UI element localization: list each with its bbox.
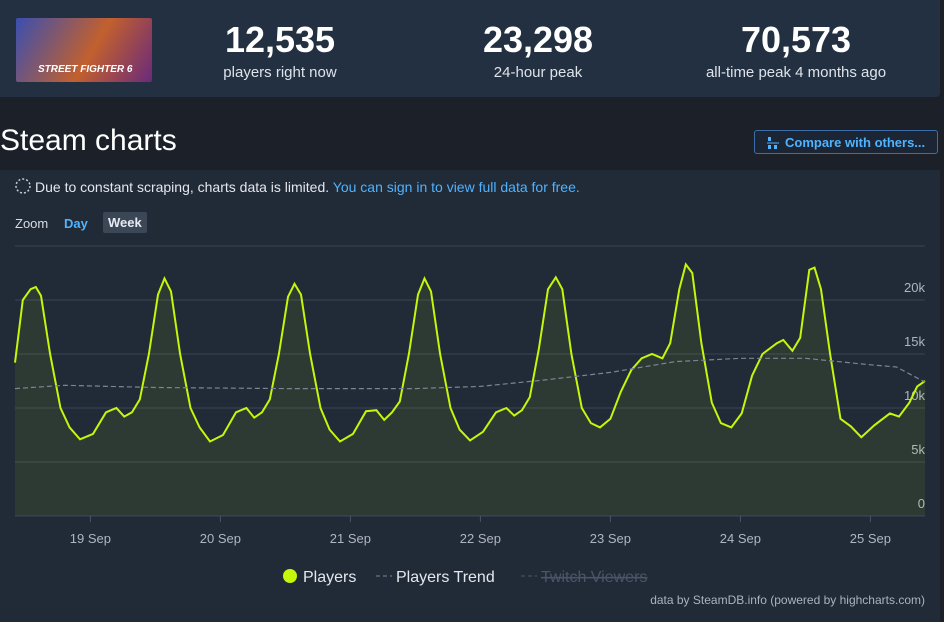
stat-label: players right now: [223, 64, 337, 81]
x-tick-label: 21 Sep: [330, 531, 371, 546]
section-title: Steam charts: [0, 124, 177, 157]
zoom-label: Zoom: [15, 216, 49, 231]
compare-icon: [767, 137, 779, 149]
legend-label: Players Trend: [396, 569, 495, 586]
trend-line: [14, 357, 926, 390]
x-tick-label: 19 Sep: [70, 531, 111, 546]
stat-label: 24-hour peak: [493, 64, 583, 81]
y-tick-label: 5k: [911, 442, 925, 457]
stat: 70,573 all-time peak 4 months ago: [666, 19, 926, 82]
x-tick-label: 23 Sep: [590, 531, 631, 546]
compare-button[interactable]: Compare with others...: [754, 130, 938, 154]
x-tick-label: 24 Sep: [720, 531, 761, 546]
y-tick-label: 0: [918, 496, 925, 511]
compare-button-text: Compare with others...: [785, 135, 926, 150]
notice-link[interactable]: You can sign in to view full data for fr…: [332, 179, 580, 195]
stat-value: 12,535: [224, 19, 336, 60]
stat: 12,535 players right now: [150, 19, 410, 82]
credit[interactable]: data by SteamDB.info (powered by highcha…: [650, 593, 925, 607]
notice: Due to constant scraping, charts data is…: [35, 179, 580, 195]
notice-icon: [15, 178, 31, 194]
zoom-option-active[interactable]: Week: [103, 212, 147, 233]
stat: 23,298 24-hour peak: [408, 19, 668, 82]
players-line: [14, 262, 926, 443]
players-area: [15, 264, 925, 516]
game-image[interactable]: STREET FIGHTER 6: [16, 18, 152, 82]
zoom-option[interactable]: Day: [64, 216, 88, 231]
game-image-text: STREET FIGHTER 6: [38, 64, 133, 75]
x-tick-label: 22 Sep: [460, 531, 501, 546]
legend-label: Players: [303, 569, 356, 586]
stat-label: all-time peak 4 months ago: [705, 64, 887, 81]
header: STREET FIGHTER 6 12,535 players right now…: [0, 0, 940, 97]
legend-symbol: [283, 569, 297, 583]
legend-label: Twitch Viewers: [541, 569, 647, 586]
stat-value: 70,573: [740, 19, 852, 60]
x-tick-label: 20 Sep: [200, 531, 241, 546]
y-tick-label: 15k: [904, 334, 925, 349]
y-tick-label: 20k: [904, 280, 925, 295]
y-tick-label: 10k: [904, 388, 925, 403]
x-tick-label: 25 Sep: [850, 531, 891, 546]
chart-panel: [0, 170, 940, 622]
notice-text: Due to constant scraping, charts data is…: [35, 179, 330, 195]
stat-value: 23,298: [482, 19, 594, 60]
